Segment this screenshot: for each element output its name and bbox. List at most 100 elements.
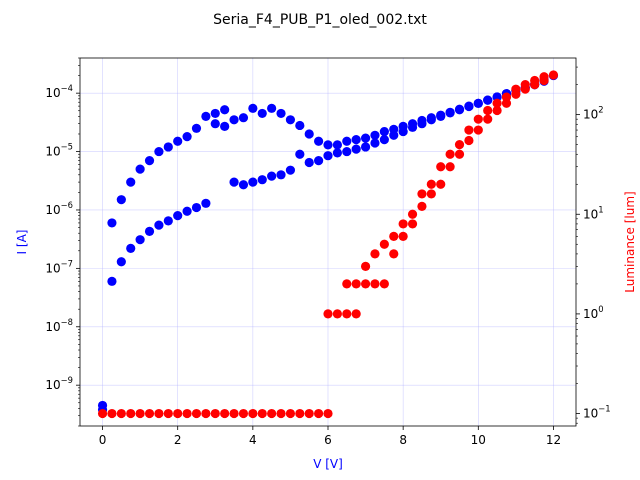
current-point (351, 135, 361, 145)
current-point (285, 115, 296, 125)
current-point (163, 142, 173, 152)
luminance-point (436, 179, 446, 189)
current-point (144, 156, 155, 166)
current-point (464, 101, 474, 111)
current-point (116, 195, 126, 205)
luminance-point (201, 408, 211, 419)
x-tick-label: 4 (249, 433, 257, 447)
current-point (201, 111, 211, 121)
x-tick-label: 12 (546, 433, 561, 447)
luminance-point (520, 84, 530, 94)
luminance-point (304, 408, 314, 419)
luminance-point (276, 408, 286, 419)
current-point (370, 130, 380, 140)
luminance-point (407, 219, 418, 229)
luminance-point (398, 231, 408, 241)
y-left-axis-label: I [A] (15, 230, 29, 255)
luminance-point (191, 408, 202, 419)
current-point (154, 146, 164, 157)
luminance-point (107, 408, 117, 419)
y-right-axis-label: Luminance [lum] (623, 191, 637, 292)
current-point (210, 108, 220, 119)
current-point (436, 110, 446, 120)
current-point (163, 216, 173, 226)
current-point (304, 157, 314, 168)
current-point (173, 136, 183, 146)
current-point (107, 218, 117, 228)
luminance-point (370, 279, 380, 289)
luminance-point (473, 114, 483, 124)
current-point (154, 220, 164, 230)
luminance-point (351, 309, 361, 319)
luminance-point (332, 309, 342, 319)
current-point (332, 148, 342, 158)
luminance-point (229, 408, 239, 419)
current-point (285, 165, 296, 175)
x-tick-label: 0 (99, 433, 107, 447)
right-y-tick-label: 10−1 (583, 404, 611, 421)
current-point (210, 119, 220, 129)
luminance-point (342, 309, 352, 319)
luminance-point (126, 408, 136, 419)
current-point (351, 144, 361, 154)
current-point (445, 107, 455, 117)
luminance-point (182, 408, 192, 419)
current-point (314, 136, 324, 146)
current-point (238, 113, 249, 123)
luminance-point (295, 408, 305, 419)
luminance-point (135, 408, 145, 419)
current-point (473, 98, 483, 108)
left-y-tick-label: 10−7 (45, 258, 73, 275)
right-y-tick-label: 100 (583, 304, 604, 321)
current-point (379, 126, 389, 137)
luminance-point (257, 408, 267, 419)
luminance-point (323, 309, 333, 319)
luminance-point (97, 408, 108, 419)
y-right-axis: 10−1 100 101 102 (576, 66, 611, 424)
current-point (191, 123, 202, 133)
luminance-point (323, 408, 333, 419)
luminance-point (417, 189, 427, 199)
current-point (126, 243, 136, 253)
luminance-point (154, 408, 164, 419)
current-point (379, 135, 389, 145)
luminance-point (417, 201, 427, 211)
luminance-point (492, 98, 502, 108)
current-point (220, 105, 230, 115)
y-left-axis: 10−9 10−8 10−7 10−6 10−5 10−4 (45, 57, 80, 427)
luminance-point (473, 125, 483, 135)
current-point (126, 177, 136, 187)
luminance-point (248, 408, 258, 419)
luminance-point (398, 219, 408, 229)
right-y-tick-label: 101 (583, 204, 604, 221)
luminance-point (173, 408, 183, 419)
current-point (370, 138, 380, 148)
luminance-point (445, 162, 455, 172)
luminance-point (407, 209, 418, 219)
current-point (248, 103, 258, 113)
luminance-point (454, 149, 465, 159)
current-point (407, 119, 418, 129)
x-axis-label: V [V] (313, 457, 343, 471)
current-point (389, 124, 399, 134)
luminance-point (360, 279, 371, 289)
luminance-point (314, 408, 324, 419)
current-point (191, 202, 202, 213)
current-point (483, 95, 493, 105)
current-point (295, 149, 305, 159)
current-point (135, 164, 145, 174)
current-point (323, 151, 333, 161)
current-point (267, 103, 277, 113)
luminance-point (238, 408, 249, 419)
left-y-tick-label: 10−4 (45, 83, 73, 100)
current-series (97, 70, 559, 415)
luminance-point (464, 135, 474, 146)
current-point (257, 108, 267, 119)
luminance-series (97, 70, 559, 419)
luminance-point (501, 98, 512, 108)
luminance-point (379, 279, 389, 289)
luminance-point (436, 162, 446, 172)
luminance-point (342, 279, 352, 289)
luminance-point (445, 149, 455, 159)
